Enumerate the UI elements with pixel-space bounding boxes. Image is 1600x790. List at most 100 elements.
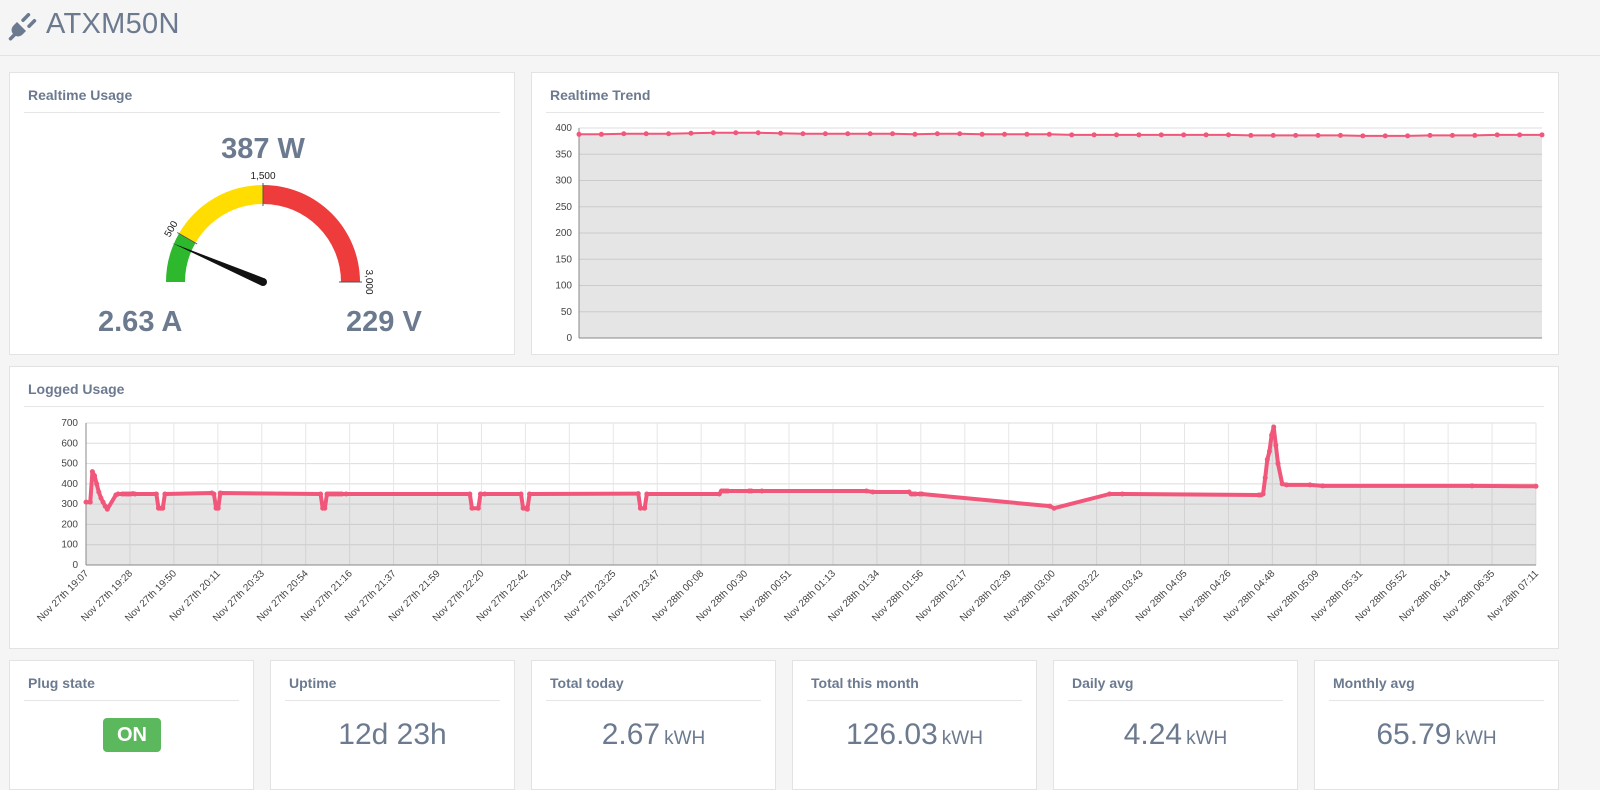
data-point <box>688 130 694 136</box>
data-point <box>469 505 475 511</box>
data-point <box>1382 133 1388 139</box>
card-title: Plug state <box>28 675 95 691</box>
data-point <box>912 491 918 497</box>
y-tick-label: 0 <box>566 333 572 344</box>
data-point <box>1275 461 1281 467</box>
stat-unit: kWH <box>664 728 706 749</box>
monthly-avg-card: Monthly avg 65.79 kWH <box>1314 660 1559 790</box>
total-month-value: 126.03 kWH <box>793 718 1036 752</box>
data-point <box>666 131 672 137</box>
data-point <box>725 488 731 494</box>
data-point <box>1293 132 1299 138</box>
series-line <box>579 131 1542 137</box>
voltage-readout: 229 V <box>346 306 422 338</box>
divider <box>1329 700 1544 701</box>
y-tick-label: 500 <box>61 459 78 470</box>
data-point <box>96 489 102 495</box>
y-tick-label: 350 <box>555 149 572 160</box>
divider <box>24 112 500 113</box>
data-point <box>755 130 761 136</box>
y-tick-label: 150 <box>555 254 572 265</box>
data-point <box>890 131 896 137</box>
stat-unit: kWH <box>1186 728 1228 749</box>
plug-state-toggle[interactable]: ON <box>103 718 161 752</box>
card-title: Monthly avg <box>1333 675 1415 691</box>
data-point <box>1262 475 1268 481</box>
data-point <box>979 131 985 137</box>
y-tick-label: 250 <box>555 202 572 213</box>
data-point <box>1269 432 1275 438</box>
total-today-card: Total today 2.67 kWH <box>531 660 776 790</box>
y-tick-label: 100 <box>61 540 78 551</box>
data-point <box>100 499 106 505</box>
data-point <box>637 505 643 511</box>
data-point <box>1307 482 1313 488</box>
data-point <box>919 491 925 497</box>
data-point <box>1271 424 1277 430</box>
data-point <box>1405 133 1411 139</box>
data-point <box>800 131 806 137</box>
gauge-needle-hub <box>259 278 267 286</box>
data-point <box>845 131 851 137</box>
gauge-band <box>263 185 360 282</box>
data-point <box>1533 483 1539 489</box>
data-point <box>870 489 876 495</box>
data-point <box>1337 132 1343 138</box>
data-point <box>339 491 345 497</box>
area-fill <box>579 132 1542 338</box>
data-point <box>89 469 95 475</box>
data-point <box>1360 133 1366 139</box>
data-point <box>475 505 481 511</box>
card-title: Total this month <box>811 675 919 691</box>
stat-number: 126.03 <box>846 718 938 751</box>
card-title: Daily avg <box>1072 675 1134 691</box>
gauge-tick <box>177 232 198 245</box>
data-point <box>1047 503 1053 509</box>
data-point <box>1517 132 1523 138</box>
panel-title: Realtime Usage <box>28 87 133 103</box>
data-point <box>1046 131 1052 137</box>
daily-avg-value: 4.24 kWH <box>1054 718 1297 752</box>
divider <box>285 700 500 701</box>
data-point <box>643 131 649 137</box>
total-month-card: Total this month 126.03 kWH <box>792 660 1037 790</box>
data-point <box>322 505 328 511</box>
data-point <box>92 473 98 479</box>
data-point <box>1472 132 1478 138</box>
y-tick-label: 200 <box>61 519 78 530</box>
y-tick-label: 300 <box>555 176 572 187</box>
data-point <box>162 491 168 497</box>
stat-number: 65.79 <box>1376 718 1452 751</box>
data-point <box>863 488 869 494</box>
data-point <box>1119 491 1125 497</box>
realtime-usage-panel: Realtime Usage 387 W 500 1,500 3,000 2.63 … <box>9 72 515 355</box>
divider <box>546 700 761 701</box>
data-point <box>1469 483 1475 489</box>
data-point <box>1024 131 1030 137</box>
gauge-tick-label: 1,500 <box>250 171 275 182</box>
gauge-band <box>178 185 263 243</box>
y-tick-label: 100 <box>555 281 572 292</box>
y-tick-label: 400 <box>61 479 78 490</box>
data-point <box>98 495 104 501</box>
data-point <box>598 131 604 137</box>
data-point <box>1181 132 1187 138</box>
divider <box>546 112 1544 113</box>
data-point <box>644 491 650 497</box>
data-point <box>642 505 648 511</box>
data-point <box>867 131 873 137</box>
data-point <box>1315 132 1321 138</box>
y-tick-label: 50 <box>561 307 573 318</box>
data-point <box>710 130 716 136</box>
data-point <box>215 505 221 511</box>
data-point <box>467 491 473 497</box>
uptime-card: Uptime 12d 23h <box>270 660 515 790</box>
data-point <box>1320 483 1326 489</box>
power-readout: 387 W <box>221 133 305 165</box>
gauge-band <box>166 233 196 282</box>
page-title: ATXM50N <box>46 8 180 40</box>
data-point <box>621 131 627 137</box>
data-point <box>1539 132 1545 138</box>
realtime-trend-panel: Realtime Trend 0 50 100 150 200 250 300 350 400 <box>531 72 1559 355</box>
